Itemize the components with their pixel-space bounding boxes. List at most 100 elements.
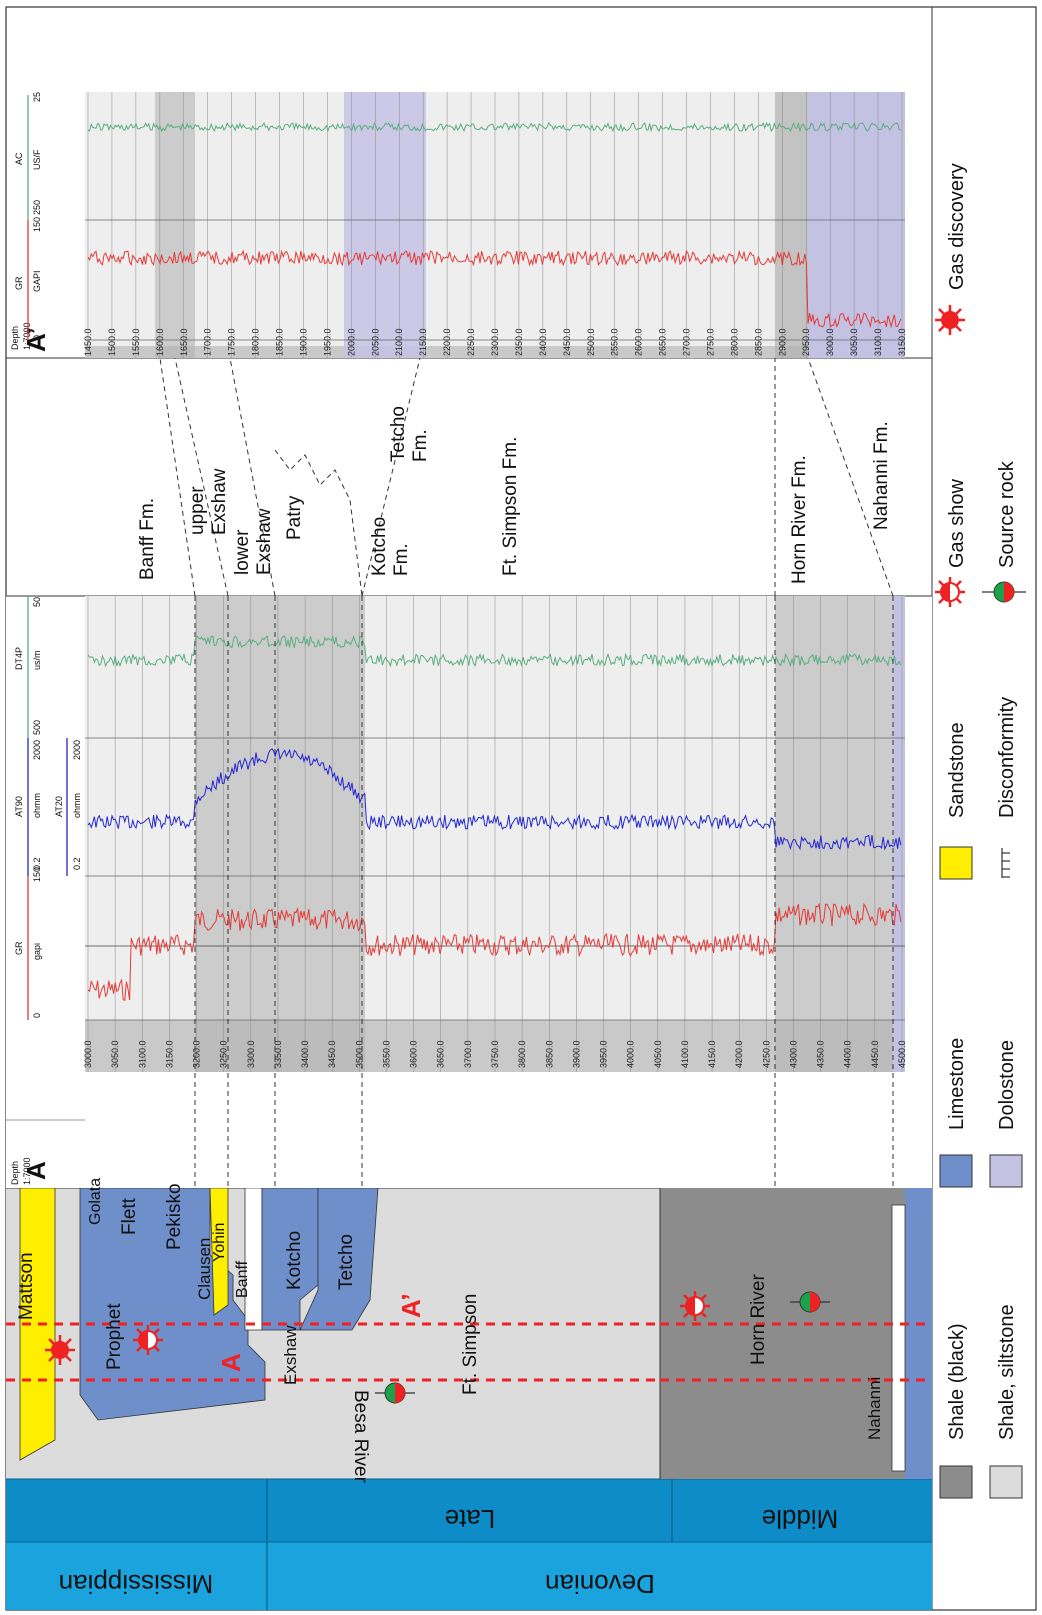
log-b-depth-labels: 1450.0 1500.0 1550.0 1600.0 1650.0 1700.0 1750… (83, 328, 907, 356)
depth-tick-label: 2200.0 (442, 328, 452, 356)
label-banff: Banff (234, 1260, 251, 1298)
depth-tick-label: 3750.0 (490, 1040, 500, 1068)
depth-tick-label: 2700.0 (682, 328, 692, 356)
log-b-nahanni-interval (808, 92, 905, 358)
log-b-header: Depth 1:7000 GR GAPI 0 150 AC US/F 250 2… (10, 92, 42, 350)
corr-ft-simpson: Ft. Simpson Fm. (500, 437, 521, 576)
log-a-dt-min: 500 (32, 720, 42, 735)
depth-tick-label: 1500.0 (107, 328, 117, 356)
depth-tick-label: 3800.0 (517, 1040, 527, 1068)
log-b-ac-max: 25 (32, 92, 42, 102)
depth-tick-label: 2250.0 (466, 328, 476, 356)
label-exshaw: Exshaw (281, 1325, 300, 1385)
legend-swatch-sandstone (939, 846, 973, 880)
strat-column (6, 1187, 932, 1610)
label-mattson: Mattson (16, 1252, 37, 1320)
depth-tick-label: 1850.0 (275, 328, 285, 356)
epoch-middle: Middle (762, 1504, 839, 1534)
log-a-gr-min: 0 (32, 1013, 42, 1018)
depth-tick-label: 3700.0 (463, 1040, 473, 1068)
depth-tick-label: 3900.0 (571, 1040, 581, 1068)
sonic-curve-b (87, 121, 902, 133)
log-a-horn-river-interval (775, 596, 900, 1072)
resistivity-curve-a (87, 747, 902, 851)
log-a-dt-unit: us/m (32, 650, 42, 670)
log-a-at20-name: AT20 (54, 796, 64, 817)
legend: Shale (black) Shale, siltstone Limestone… (935, 163, 1026, 1499)
log-b-curves (87, 121, 902, 329)
depth-tick-label: 3400.0 (300, 1040, 310, 1068)
depth-tick-label: 2350.0 (514, 328, 524, 356)
depth-tick-label: 4250.0 (761, 1040, 771, 1068)
legend-gas-show-icon (935, 577, 965, 607)
label-ft-simpson: Ft. Simpson (460, 1294, 481, 1395)
depth-tick-label: 4200.0 (734, 1040, 744, 1068)
label-clausen: Clausen (195, 1238, 214, 1300)
log-a-at20-max: 2000 (72, 740, 82, 760)
log-a-at20-min: 0.2 (72, 857, 82, 870)
log-a-at90-name: AT90 (14, 796, 24, 817)
banff-unit (244, 1187, 263, 1331)
depth-tick-label: 2100.0 (394, 328, 404, 356)
depth-tick-label: 4050.0 (653, 1040, 663, 1068)
depth-tick-label: 3000.0 (83, 1040, 93, 1068)
log-a-at20-unit: ohmm (72, 793, 82, 818)
log-a-nahanni-interval (893, 596, 905, 1072)
depth-tick-label: 4350.0 (816, 1040, 826, 1068)
log-b-depth-title: Depth (10, 326, 20, 350)
legend-label-gas-discovery: Gas discovery (946, 163, 968, 290)
depth-tick-label: 4450.0 (870, 1040, 880, 1068)
depth-tick-label: 3200.0 (192, 1040, 202, 1068)
legend-label-sandstone: Sandstone (946, 722, 968, 818)
depth-tick-label: 3050.0 (849, 328, 859, 356)
depth-tick-label: 3000.0 (825, 328, 835, 356)
log-b-gr-max: 150 (32, 217, 42, 232)
section-label-a-column: A (216, 1353, 246, 1372)
depth-tick-label: 2000.0 (346, 328, 356, 356)
log-a-dt-max: 50 (32, 597, 42, 607)
legend-swatch-disconformity (1001, 848, 1010, 878)
log-a-shaded-interval (195, 596, 365, 1072)
log-b-scale: 1:7000 (22, 322, 32, 350)
legend-gas-discovery-icon (935, 305, 965, 335)
log-a-gr-unit: gapi (32, 943, 42, 960)
depth-tick-label: 3100.0 (873, 328, 883, 356)
legend-swatch-shale-silt (989, 1465, 1023, 1499)
log-b-ac-unit: US/F (32, 149, 42, 170)
corr-patry: Patry (284, 495, 305, 540)
legend-swatch-shale-black (939, 1465, 973, 1499)
log-a-at90-unit: ohmm (32, 793, 42, 818)
depth-tick-label: 2600.0 (634, 328, 644, 356)
depth-tick-label: 1600.0 (155, 328, 165, 356)
depth-tick-label: 4400.0 (843, 1040, 853, 1068)
log-b-gr-unit: GAPI (32, 270, 42, 292)
log-b-shaded-interval (155, 92, 195, 358)
depth-tick-label: 2400.0 (538, 328, 548, 356)
depth-tick-label: 2750.0 (705, 328, 715, 356)
gr-curve-a (87, 902, 902, 1001)
legend-label-shale-black: Shale (black) (946, 1323, 968, 1440)
log-a-gr-name: GR (14, 941, 24, 955)
depth-tick-label: 2500.0 (586, 328, 596, 356)
corr-horn-river: Horn River Fm. (789, 455, 810, 584)
depth-tick-label: 2800.0 (729, 328, 739, 356)
log-b-ac-min: 250 (32, 200, 42, 215)
log-b-grid (85, 92, 905, 358)
legend-source-rock-icon (982, 581, 1026, 603)
source-rock-icon (375, 1382, 415, 1404)
depth-tick-label: 3250.0 (219, 1040, 229, 1068)
section-label-a-prime-log: A’ (21, 327, 51, 352)
depth-tick-label: 3300.0 (246, 1040, 256, 1068)
depth-tick-label: 3150.0 (164, 1040, 174, 1068)
legend-label-source-rock: Source rock (996, 460, 1018, 568)
depth-tick-label: 1700.0 (203, 328, 213, 356)
legend-label-dolostone: Dolostone (996, 1040, 1018, 1130)
epoch-late: Late (445, 1504, 496, 1534)
depth-tick-label: 1950.0 (322, 328, 332, 356)
log-a-depth-title: Depth (10, 1161, 20, 1185)
log-a-scale: 1:7000 (22, 1157, 32, 1185)
depth-tick-label: 1800.0 (251, 328, 261, 356)
label-pekisko: Pekisko (164, 1183, 185, 1250)
label-horn-river: Horn River (748, 1274, 769, 1365)
depth-tick-label: 1900.0 (298, 328, 308, 356)
